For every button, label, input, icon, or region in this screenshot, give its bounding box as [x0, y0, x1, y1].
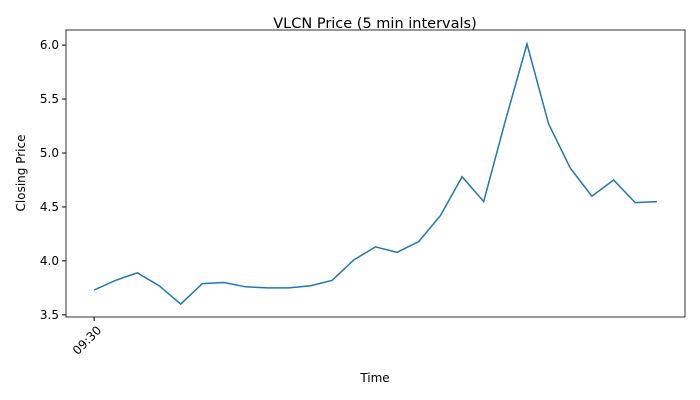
line: [93, 41, 657, 306]
y-tick-label: 5.0: [40, 146, 59, 160]
y-tick-label: 4.5: [40, 200, 59, 214]
y-tick-label: 6.0: [40, 38, 59, 52]
plot-frame: [65, 29, 686, 318]
y-tick-label: 3.5: [40, 308, 59, 322]
y-tick-label: 4.0: [40, 254, 59, 268]
y-tick-label: 5.5: [40, 92, 59, 106]
chart-title: VLCN Price (5 min intervals): [273, 16, 477, 32]
y-axis-label: Closing Price: [14, 135, 28, 212]
x-axis-label: Time: [359, 371, 389, 385]
